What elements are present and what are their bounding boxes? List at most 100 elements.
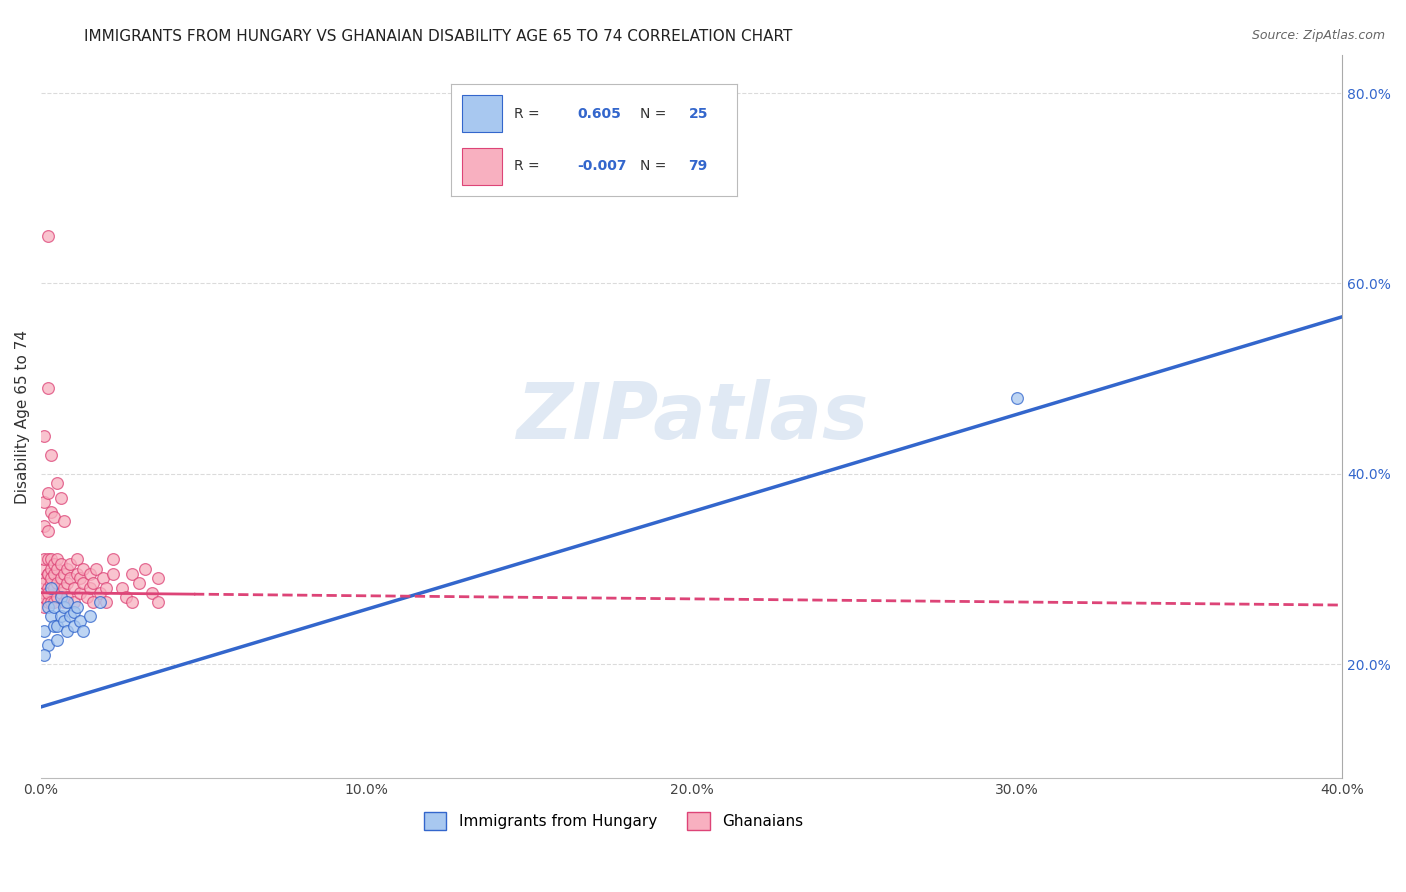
Point bbox=[52, 566, 75, 581]
Point bbox=[66, 552, 89, 566]
Point bbox=[37, 581, 59, 595]
Point bbox=[148, 595, 170, 609]
Point bbox=[37, 381, 59, 395]
Point bbox=[56, 624, 79, 638]
Point bbox=[34, 576, 56, 591]
Point bbox=[39, 576, 62, 591]
Legend: Immigrants from Hungary, Ghanaians: Immigrants from Hungary, Ghanaians bbox=[418, 805, 810, 836]
Text: Source: ZipAtlas.com: Source: ZipAtlas.com bbox=[1251, 29, 1385, 42]
Point bbox=[49, 571, 72, 585]
Point bbox=[69, 585, 91, 599]
Point bbox=[37, 485, 59, 500]
Point bbox=[66, 599, 89, 614]
Point bbox=[37, 595, 59, 609]
Point bbox=[34, 624, 56, 638]
Point bbox=[141, 585, 163, 599]
Point bbox=[86, 562, 108, 576]
Text: ZIPatlas: ZIPatlas bbox=[516, 379, 868, 455]
Point bbox=[69, 571, 91, 585]
Point bbox=[69, 614, 91, 628]
Point bbox=[121, 595, 143, 609]
Point bbox=[42, 566, 65, 581]
Point bbox=[114, 591, 136, 605]
Point bbox=[42, 619, 65, 633]
Point bbox=[96, 595, 118, 609]
Point bbox=[42, 557, 65, 571]
Point bbox=[46, 633, 69, 648]
Y-axis label: Disability Age 65 to 74: Disability Age 65 to 74 bbox=[15, 330, 30, 504]
Point bbox=[42, 509, 65, 524]
Point bbox=[76, 591, 98, 605]
Point bbox=[56, 591, 79, 605]
Point bbox=[37, 599, 59, 614]
Text: IMMIGRANTS FROM HUNGARY VS GHANAIAN DISABILITY AGE 65 TO 74 CORRELATION CHART: IMMIGRANTS FROM HUNGARY VS GHANAIAN DISA… bbox=[84, 29, 793, 44]
Point bbox=[34, 519, 56, 533]
Point bbox=[72, 562, 94, 576]
Point bbox=[37, 566, 59, 581]
Point bbox=[37, 566, 59, 581]
Point bbox=[34, 591, 56, 605]
Point bbox=[62, 595, 84, 609]
Point bbox=[101, 552, 124, 566]
Point bbox=[42, 599, 65, 614]
Point bbox=[56, 562, 79, 576]
Point bbox=[59, 557, 82, 571]
Point bbox=[37, 228, 59, 243]
Point bbox=[121, 566, 143, 581]
Point bbox=[34, 428, 56, 442]
Point bbox=[111, 581, 134, 595]
Point bbox=[82, 576, 104, 591]
Point bbox=[89, 585, 111, 599]
Point bbox=[39, 505, 62, 519]
Point bbox=[62, 605, 84, 619]
Point bbox=[91, 571, 114, 585]
Point bbox=[59, 571, 82, 585]
Point bbox=[34, 585, 56, 599]
Point bbox=[49, 591, 72, 605]
Point bbox=[134, 562, 156, 576]
Point bbox=[82, 595, 104, 609]
Point bbox=[49, 585, 72, 599]
Point bbox=[72, 624, 94, 638]
Point bbox=[148, 571, 170, 585]
Point bbox=[39, 595, 62, 609]
Point bbox=[96, 581, 118, 595]
Point bbox=[49, 609, 72, 624]
Point bbox=[39, 448, 62, 462]
Point bbox=[89, 595, 111, 609]
Point bbox=[46, 476, 69, 491]
Point bbox=[46, 552, 69, 566]
Point bbox=[34, 648, 56, 662]
Point bbox=[37, 638, 59, 652]
Point bbox=[37, 552, 59, 566]
Point bbox=[101, 566, 124, 581]
Point bbox=[62, 619, 84, 633]
Point bbox=[37, 524, 59, 538]
Point bbox=[52, 614, 75, 628]
Point bbox=[52, 595, 75, 609]
Point bbox=[52, 581, 75, 595]
Point bbox=[39, 562, 62, 576]
Point bbox=[37, 585, 59, 599]
Point bbox=[34, 571, 56, 585]
Point bbox=[39, 571, 62, 585]
Point bbox=[39, 581, 62, 595]
Point bbox=[62, 581, 84, 595]
Point bbox=[52, 514, 75, 528]
Point bbox=[46, 562, 69, 576]
Point bbox=[72, 576, 94, 591]
Point bbox=[39, 552, 62, 566]
Point bbox=[42, 595, 65, 609]
Point bbox=[59, 609, 82, 624]
Point bbox=[46, 576, 69, 591]
Point bbox=[56, 595, 79, 609]
Point bbox=[79, 581, 101, 595]
Point bbox=[66, 566, 89, 581]
Point bbox=[46, 591, 69, 605]
Point bbox=[39, 609, 62, 624]
Point bbox=[34, 599, 56, 614]
Point bbox=[46, 619, 69, 633]
Point bbox=[56, 576, 79, 591]
Point bbox=[79, 609, 101, 624]
Point bbox=[42, 581, 65, 595]
